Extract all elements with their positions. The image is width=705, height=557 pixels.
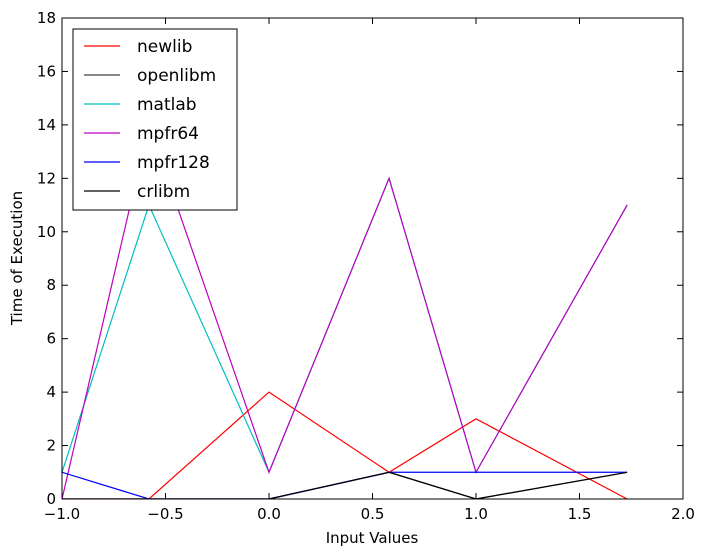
y-tick-label: 6	[46, 330, 56, 348]
y-tick-label: 10	[37, 223, 56, 241]
y-tick-label: 16	[37, 62, 56, 80]
y-tick-label: 18	[37, 9, 56, 27]
x-tick-label: 1.5	[568, 505, 592, 523]
y-axis-label: Time of Execution	[8, 191, 26, 326]
y-tick-label: 2	[46, 437, 56, 455]
legend-box	[72, 28, 238, 211]
x-tick-label: 2.0	[671, 505, 695, 523]
series-line-newlib	[62, 391, 628, 499]
ticks-layer: −1.0 −0.5 0.0 0.5 1.0 1.5 2.0 0 2 4 6 8 10 12 14 16 18	[37, 9, 695, 523]
legend-label-mpfr64: mpfr64	[137, 124, 199, 144]
y-tick-label: 0	[46, 490, 56, 508]
x-tick-label: 0.0	[257, 505, 281, 523]
legend-label-newlib: newlib	[137, 37, 192, 57]
legend-label-crlibm: crlibm	[137, 182, 190, 202]
y-tick-label: 12	[37, 169, 56, 187]
x-tick-label: 0.5	[361, 505, 385, 523]
series-line-crlibm	[62, 471, 628, 499]
legend-label-mpfr128: mpfr128	[137, 153, 210, 173]
x-axis-label: Input Values	[326, 529, 419, 547]
y-tick-label: 8	[46, 276, 56, 294]
x-tick-label: 1.0	[464, 505, 488, 523]
legend-label-openlibm: openlibm	[137, 66, 216, 86]
legend: newlib openlibm matlab mpfr64 mpfr128 crlibm	[72, 28, 238, 211]
x-tick-label: −1.0	[44, 505, 80, 523]
y-tick-label: 4	[46, 383, 56, 401]
y-tick-label: 14	[37, 116, 56, 134]
legend-label-matlab: matlab	[137, 95, 197, 115]
x-tick-label: −0.5	[147, 505, 183, 523]
